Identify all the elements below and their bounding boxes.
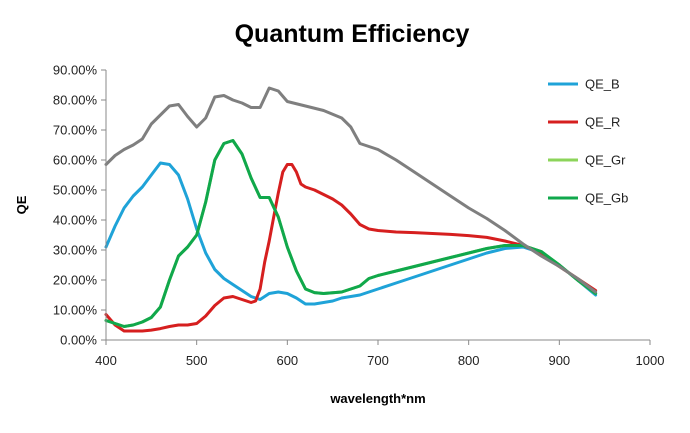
y-tick-label: 30.00%: [53, 243, 98, 258]
legend: QE_B QE_R QE_Gr QE_Gb: [548, 77, 628, 206]
legend-label-qe-gr: QE_Gr: [585, 153, 626, 168]
x-tick-label: 900: [548, 353, 570, 368]
x-tick-label: 800: [458, 353, 480, 368]
series-line-qe-gr: [104, 139, 598, 328]
series-line-qe-gb: [104, 139, 598, 328]
x-tick-label: 400: [95, 353, 117, 368]
series-line-qe-r: [104, 163, 598, 333]
legend-label-qe-r: QE_R: [585, 115, 620, 130]
y-tick-label: 50.00%: [53, 183, 98, 198]
y-tick-label: 0.00%: [60, 333, 97, 348]
x-tick-label: 700: [367, 353, 389, 368]
y-tick-label: 90.00%: [53, 63, 98, 78]
x-tick-label: 600: [276, 353, 298, 368]
x-axis-title: wavelength*nm: [329, 391, 425, 406]
y-tick-label: 60.00%: [53, 153, 98, 168]
series-line-qe-b: [104, 161, 598, 306]
chart-title: Quantum Efficiency: [235, 20, 470, 48]
x-tick-label: 1000: [636, 353, 665, 368]
y-tick-label: 40.00%: [53, 213, 98, 228]
x-tick-label: 500: [186, 353, 208, 368]
series-line-unlabeled-4: [104, 86, 598, 294]
y-tick-label: 70.00%: [53, 123, 98, 138]
legend-label-qe-gb: QE_Gb: [585, 191, 628, 206]
y-tick-label: 10.00%: [53, 303, 98, 318]
plot-area: [104, 86, 598, 333]
y-tick-label: 80.00%: [53, 93, 98, 108]
axes: 0.00% 10.00% 20.00% 30.00% 40.00% 50.00% 60.00…: [53, 63, 665, 369]
legend-label-qe-b: QE_B: [585, 77, 620, 92]
y-tick-label: 20.00%: [53, 273, 98, 288]
y-axis-title: QE: [14, 195, 29, 214]
